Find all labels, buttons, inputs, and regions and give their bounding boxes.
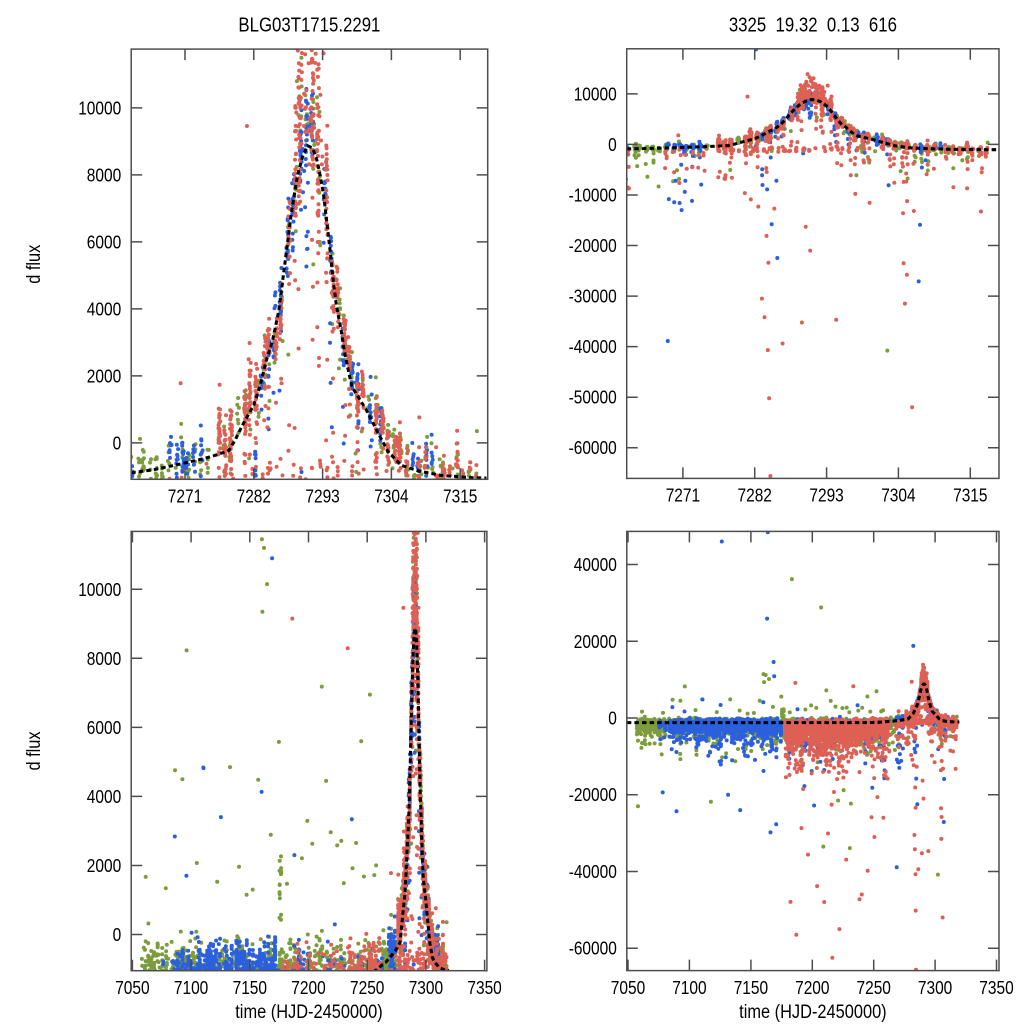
svg-text:7300: 7300 — [409, 977, 443, 998]
svg-text:0: 0 — [608, 134, 617, 155]
svg-text:d flux: d flux — [23, 731, 45, 770]
svg-text:7350: 7350 — [467, 977, 501, 998]
svg-text:7200: 7200 — [795, 977, 829, 998]
svg-text:6000: 6000 — [87, 231, 121, 252]
svg-text:7300: 7300 — [918, 977, 952, 998]
svg-text:7100: 7100 — [672, 977, 706, 998]
svg-text:0: 0 — [113, 432, 122, 453]
svg-text:4000: 4000 — [87, 786, 121, 807]
svg-text:0: 0 — [113, 924, 122, 945]
svg-text:-60000: -60000 — [569, 437, 617, 458]
svg-text:4000: 4000 — [87, 298, 121, 319]
svg-text:-50000: -50000 — [569, 387, 617, 408]
svg-text:BLG03T1715.2291: BLG03T1715.2291 — [238, 14, 380, 36]
svg-text:7250: 7250 — [857, 977, 891, 998]
svg-text:2000: 2000 — [87, 855, 121, 876]
svg-text:7282: 7282 — [237, 486, 271, 507]
svg-text:7150: 7150 — [734, 977, 768, 998]
svg-text:7304: 7304 — [881, 485, 915, 506]
svg-text:8000: 8000 — [87, 164, 121, 185]
svg-text:7271: 7271 — [168, 486, 202, 507]
svg-text:7150: 7150 — [233, 977, 267, 998]
svg-text:7304: 7304 — [374, 486, 408, 507]
svg-text:d flux: d flux — [23, 244, 45, 283]
svg-text:10000: 10000 — [574, 83, 617, 104]
svg-text:time (HJD-2450000): time (HJD-2450000) — [739, 1001, 887, 1023]
svg-text:7271: 7271 — [666, 485, 700, 506]
svg-text:-40000: -40000 — [569, 861, 617, 882]
svg-text:7315: 7315 — [443, 486, 477, 507]
svg-text:3325 19.32 0.13 616: 3325 19.32 0.13 616 — [729, 14, 897, 36]
svg-text:7315: 7315 — [953, 485, 987, 506]
svg-text:-30000: -30000 — [569, 286, 617, 307]
svg-text:7100: 7100 — [174, 977, 208, 998]
svg-text:10000: 10000 — [78, 97, 121, 118]
svg-text:8000: 8000 — [87, 648, 121, 669]
svg-text:7293: 7293 — [305, 486, 339, 507]
svg-text:7250: 7250 — [350, 977, 384, 998]
svg-text:40000: 40000 — [574, 554, 617, 575]
svg-text:time (HJD-2450000): time (HJD-2450000) — [235, 1001, 383, 1023]
svg-text:-40000: -40000 — [569, 336, 617, 357]
svg-text:7050: 7050 — [611, 977, 645, 998]
svg-text:20000: 20000 — [574, 631, 617, 652]
svg-text:7293: 7293 — [809, 485, 843, 506]
svg-text:0: 0 — [608, 708, 617, 729]
svg-text:6000: 6000 — [87, 717, 121, 738]
svg-text:7282: 7282 — [738, 485, 772, 506]
svg-text:10000: 10000 — [78, 579, 121, 600]
svg-text:7200: 7200 — [291, 977, 325, 998]
svg-text:7050: 7050 — [115, 977, 149, 998]
svg-text:-10000: -10000 — [569, 185, 617, 206]
svg-text:2000: 2000 — [87, 365, 121, 386]
svg-text:-20000: -20000 — [569, 784, 617, 805]
svg-text:-60000: -60000 — [569, 938, 617, 959]
svg-text:-20000: -20000 — [569, 235, 617, 256]
svg-text:7350: 7350 — [979, 977, 1013, 998]
